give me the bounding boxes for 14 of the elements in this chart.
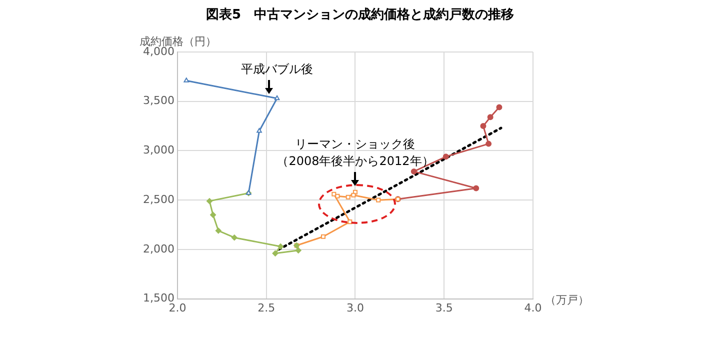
x-axis-title: （万戸） — [545, 294, 589, 307]
x-tick-label: 3.5 — [435, 301, 453, 314]
y-axis-title: 成約価格（円） — [139, 34, 216, 48]
x-tick-label: 2.5 — [258, 301, 276, 314]
x-tick-label: 3.0 — [346, 301, 364, 314]
y-tick-label: 2,500 — [142, 192, 174, 206]
y-tick-label: 3,500 — [142, 94, 174, 108]
chart-title: 図表5 中古マンションの成約価格と成約戸数の推移 — [206, 7, 514, 22]
annotation: リーマン・ショック後 — [294, 136, 416, 154]
annotation: 平成バブル後 — [240, 61, 314, 78]
annotation: （2008年後半から2012年） — [276, 153, 435, 170]
y-tick-label: 2,000 — [142, 242, 174, 256]
x-tick-label: 4.0 — [524, 301, 542, 314]
y-tick-label: 3,000 — [142, 144, 174, 157]
